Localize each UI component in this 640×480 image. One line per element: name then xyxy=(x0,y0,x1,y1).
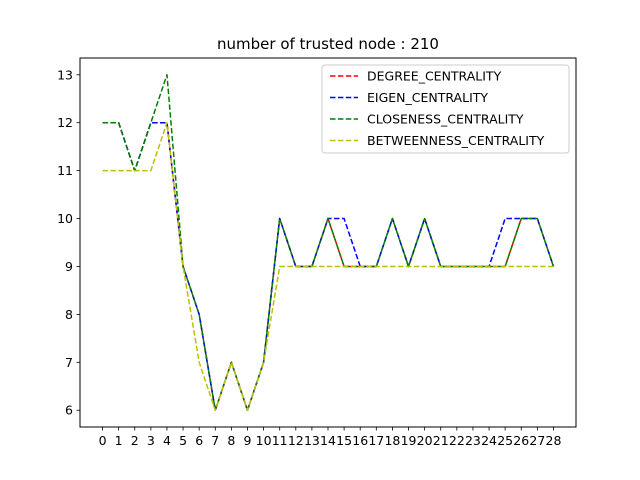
y-axis: 6 7 8 9 10 11 12 13 xyxy=(57,67,80,418)
legend-label: CLOSENESS_CENTRALITY xyxy=(367,112,524,127)
legend-label: BETWEENNESS_CENTRALITY xyxy=(367,133,545,148)
x-tick-label: 13 xyxy=(304,433,320,448)
x-tick-label: 21 xyxy=(433,433,449,448)
chart-title: number of trusted node : 210 xyxy=(217,35,439,53)
y-tick-label: 12 xyxy=(57,115,73,130)
x-tick-label: 4 xyxy=(163,433,171,448)
x-tick-label: 9 xyxy=(244,433,252,448)
x-tick-label: 24 xyxy=(481,433,497,448)
x-tick-label: 27 xyxy=(529,433,545,448)
legend-label: DEGREE_CENTRALITY xyxy=(367,69,502,84)
y-tick-label: 7 xyxy=(65,355,73,370)
series-line-betweenness-centrality xyxy=(102,121,554,411)
y-tick-label: 9 xyxy=(65,259,73,274)
y-tick-label: 6 xyxy=(65,403,73,418)
x-tick-label: 10 xyxy=(256,433,272,448)
x-tick-label: 15 xyxy=(336,433,352,448)
x-tick-label: 8 xyxy=(227,433,235,448)
legend-label: EIGEN_CENTRALITY xyxy=(367,90,488,105)
x-tick-label: 23 xyxy=(465,433,481,448)
x-tick-label: 11 xyxy=(272,433,288,448)
y-tick-label: 10 xyxy=(57,211,73,226)
y-tick-label: 11 xyxy=(57,163,73,178)
legend-box xyxy=(321,64,570,154)
x-tick-label: 6 xyxy=(195,433,203,448)
x-tick-label: 19 xyxy=(401,433,417,448)
x-axis: 0 1 2 3 4 5 6 7 8 9 10 11 12 13 14 15 16 17 18 19 20 21 22 23 24… xyxy=(99,427,562,448)
x-tick-label: 28 xyxy=(546,433,562,448)
x-tick-label: 18 xyxy=(384,433,400,448)
x-tick-label: 5 xyxy=(179,433,187,448)
series-layer xyxy=(102,74,555,411)
x-tick-label: 22 xyxy=(449,433,465,448)
x-tick-label: 20 xyxy=(417,433,433,448)
x-tick-label: 0 xyxy=(99,433,107,448)
x-tick-label: 12 xyxy=(288,433,304,448)
y-tick-label: 13 xyxy=(57,67,73,82)
x-tick-label: 17 xyxy=(368,433,384,448)
y-tick-label: 8 xyxy=(65,307,73,322)
legend: DEGREE_CENTRALITY EIGEN_CENTRALITY CLOSENE… xyxy=(321,64,570,154)
x-tick-label: 3 xyxy=(147,433,155,448)
x-tick-label: 25 xyxy=(497,433,513,448)
x-tick-label: 16 xyxy=(352,433,368,448)
x-tick-label: 7 xyxy=(211,433,219,448)
x-tick-label: 26 xyxy=(513,433,529,448)
x-tick-label: 2 xyxy=(131,433,139,448)
x-tick-label: 14 xyxy=(320,433,336,448)
x-tick-label: 1 xyxy=(115,433,123,448)
